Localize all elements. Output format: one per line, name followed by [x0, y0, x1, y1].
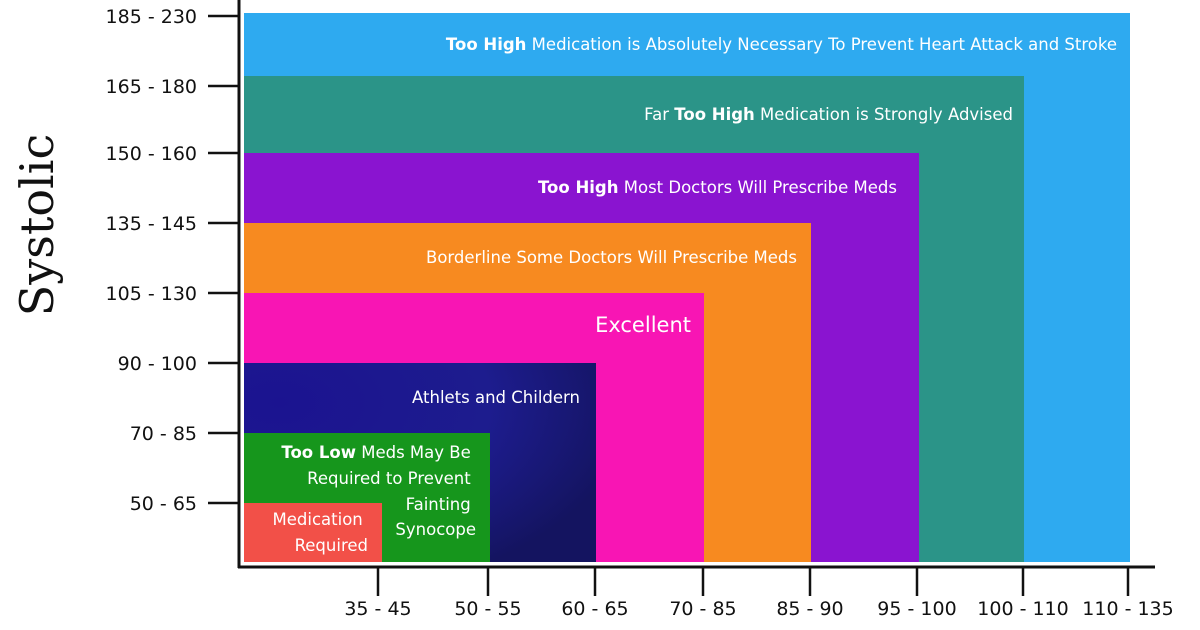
- y-axis-title: Systolic: [10, 134, 64, 316]
- zone-rect-50-65: [244, 503, 382, 562]
- zone-label-50-65: Medication Required: [273, 510, 368, 555]
- zone-label-165-180: Far Too High Medication is Strongly Advi…: [644, 105, 1013, 124]
- y-tick-label: 105 - 130: [106, 283, 197, 305]
- y-ticks: 50 - 65 70 - 85 90 - 100 105 - 130 135 - 145…: [106, 6, 239, 515]
- zone-label-105-130: Excellent: [595, 313, 691, 337]
- y-tick-label: 90 - 100: [118, 353, 197, 375]
- y-tick-label: 135 - 145: [106, 213, 197, 235]
- zone-label-90-100: Athlets and Childern: [412, 388, 580, 407]
- x-ticks: 35 - 45 50 - 55 60 - 65 70 - 85 85 - 90 95 - …: [344, 567, 1174, 620]
- x-tick-label: 35 - 45: [344, 598, 411, 620]
- y-tick-label: 70 - 85: [130, 423, 197, 445]
- zone-label-70-85: Too Low Meds May Be Required to Prevent …: [281, 443, 476, 539]
- y-tick-label: 185 - 230: [106, 6, 197, 28]
- x-tick-label: 50 - 55: [454, 598, 521, 620]
- x-tick-label: 110 - 135: [1082, 598, 1173, 620]
- x-tick-label: 85 - 90: [776, 598, 843, 620]
- x-tick-label: 100 - 110: [977, 598, 1068, 620]
- y-tick-label: 165 - 180: [106, 76, 197, 98]
- x-tick-label: 60 - 65: [561, 598, 628, 620]
- zone-label-150-160: Too High Most Doctors Will Prescribe Med…: [538, 178, 897, 197]
- zone-label-135-145: Borderline Some Doctors Will Prescribe M…: [426, 248, 797, 267]
- y-tick-label: 150 - 160: [106, 143, 197, 165]
- y-tick-label: 50 - 65: [130, 493, 197, 515]
- zone-label-185-230: Too High Medication is Absolutely Necess…: [446, 35, 1117, 54]
- x-tick-label: 70 - 85: [669, 598, 736, 620]
- x-tick-label: 95 - 100: [877, 598, 956, 620]
